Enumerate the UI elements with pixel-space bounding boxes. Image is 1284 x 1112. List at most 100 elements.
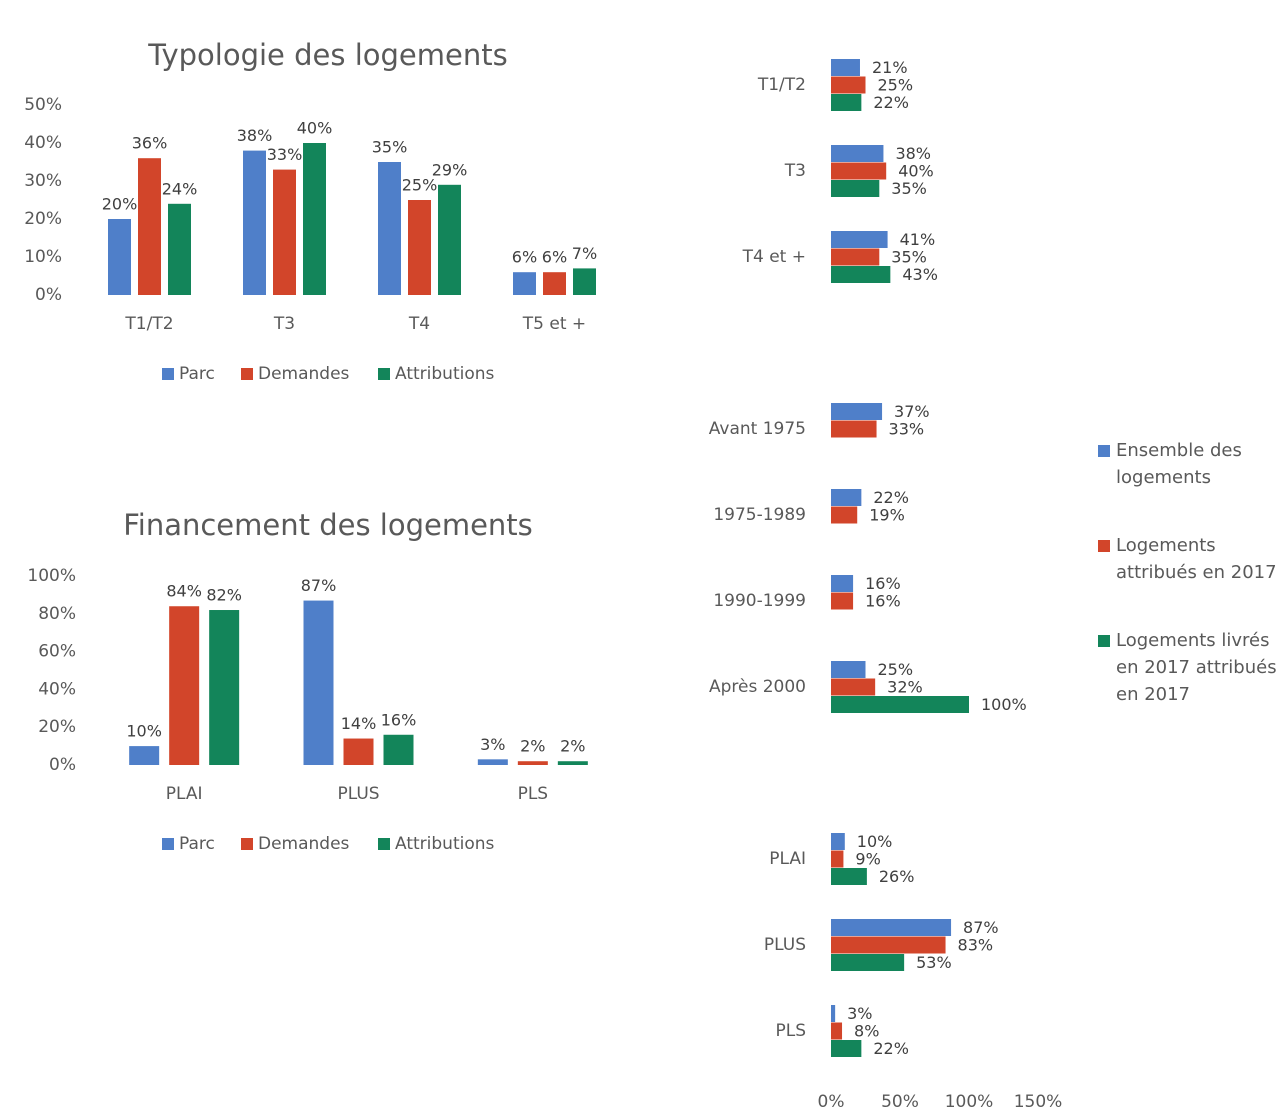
data-label: 35% xyxy=(891,248,927,267)
x-tick-label: T4 xyxy=(408,314,430,334)
legend-label: Demandes xyxy=(258,364,350,384)
data-label: 84% xyxy=(166,582,202,601)
bar xyxy=(169,606,200,765)
x-tick-label: T3 xyxy=(273,314,295,334)
y-tick-label: 20% xyxy=(24,209,62,229)
chart-title: Typologie des logements xyxy=(147,38,507,72)
data-label: 22% xyxy=(873,1039,909,1058)
y-tick-label: 100% xyxy=(27,566,76,586)
y-tick-label: PLAI xyxy=(769,849,806,869)
data-label: 10% xyxy=(126,722,162,741)
data-label: 40% xyxy=(297,119,333,138)
legend-swatch xyxy=(162,838,174,850)
bar xyxy=(477,759,508,765)
data-label: 21% xyxy=(872,58,908,77)
bar xyxy=(831,180,880,197)
legend-swatch xyxy=(241,368,253,380)
bar xyxy=(573,268,596,295)
data-label: 38% xyxy=(895,144,931,163)
legend-swatch xyxy=(162,368,174,380)
x-tick-label: 150% xyxy=(1014,1092,1063,1112)
legend-label: Parc xyxy=(179,364,215,384)
y-tick-label: Après 2000 xyxy=(709,677,806,697)
data-label: 29% xyxy=(432,160,468,179)
bar xyxy=(108,219,131,295)
y-tick-label: 60% xyxy=(38,642,76,662)
data-label: 33% xyxy=(267,145,303,164)
legend-entry: Ensemble des logements xyxy=(1098,437,1284,491)
bar xyxy=(831,420,877,438)
data-label: 40% xyxy=(898,162,934,181)
bar xyxy=(303,600,334,765)
legend-label: Logements attribués en 2017 xyxy=(1116,535,1277,583)
bar xyxy=(831,661,866,678)
bar xyxy=(831,489,862,506)
data-label: 10% xyxy=(857,832,893,851)
x-tick-label: T1/T2 xyxy=(124,314,173,334)
x-tick-label: PLAI xyxy=(166,784,203,804)
legend-label: Demandes xyxy=(258,834,350,854)
data-label: 2% xyxy=(560,737,585,756)
bar xyxy=(273,169,296,295)
x-tick-label: 50% xyxy=(881,1092,919,1112)
bar xyxy=(831,145,884,162)
data-label: 3% xyxy=(480,735,505,754)
data-label: 16% xyxy=(865,574,901,593)
bar xyxy=(831,592,854,610)
bar xyxy=(831,1005,836,1022)
y-tick-label: 30% xyxy=(24,171,62,191)
y-tick-label: 50% xyxy=(24,95,62,115)
data-label: 24% xyxy=(162,179,198,198)
bar xyxy=(831,678,876,696)
bar xyxy=(831,575,854,592)
bar xyxy=(831,850,844,868)
bar xyxy=(303,143,326,295)
y-tick-label: 0% xyxy=(35,285,62,305)
data-label: 19% xyxy=(869,506,905,525)
data-label: 35% xyxy=(372,138,408,157)
bar xyxy=(831,954,905,971)
bar xyxy=(831,231,888,248)
data-label: 36% xyxy=(132,134,168,153)
data-label: 14% xyxy=(341,714,377,733)
legend-label: Parc xyxy=(179,834,215,854)
bar xyxy=(831,919,952,936)
bar xyxy=(831,936,946,954)
y-tick-label: T3 xyxy=(784,161,806,181)
bar xyxy=(343,738,374,765)
bar xyxy=(831,696,969,713)
data-label: 16% xyxy=(381,710,417,729)
bar xyxy=(209,610,240,765)
bar xyxy=(831,1022,843,1040)
data-label: 25% xyxy=(878,76,914,95)
bar xyxy=(831,76,866,94)
legend-label: Logements livrés en 2017 attribués en 20… xyxy=(1116,630,1277,705)
data-label: 8% xyxy=(854,1022,879,1041)
x-tick-label: 0% xyxy=(818,1092,845,1112)
y-tick-label: 1990-1999 xyxy=(713,591,806,611)
x-tick-label: PLUS xyxy=(337,784,379,804)
data-label: 41% xyxy=(900,230,936,249)
data-label: 33% xyxy=(889,420,925,439)
y-tick-label: PLS xyxy=(775,1021,806,1041)
bar xyxy=(383,734,414,765)
bar xyxy=(557,761,588,765)
x-tick-label: PLS xyxy=(518,784,549,804)
data-label: 2% xyxy=(520,737,545,756)
data-label: 83% xyxy=(958,936,994,955)
legend-label: Attributions xyxy=(395,834,495,854)
bar xyxy=(129,746,160,765)
data-label: 100% xyxy=(981,695,1027,714)
data-label: 6% xyxy=(512,248,537,267)
y-tick-label: 1975-1989 xyxy=(713,505,806,525)
legend-entry: Logements livrés en 2017 attribués en 20… xyxy=(1098,627,1284,708)
data-label: 25% xyxy=(878,660,914,679)
legend-swatch xyxy=(241,838,253,850)
y-tick-label: T1/T2 xyxy=(757,75,806,95)
data-label: 87% xyxy=(963,918,999,937)
legend-swatch xyxy=(378,368,390,380)
data-label: 53% xyxy=(916,953,952,972)
data-label: 7% xyxy=(572,244,597,263)
bar xyxy=(831,94,862,111)
